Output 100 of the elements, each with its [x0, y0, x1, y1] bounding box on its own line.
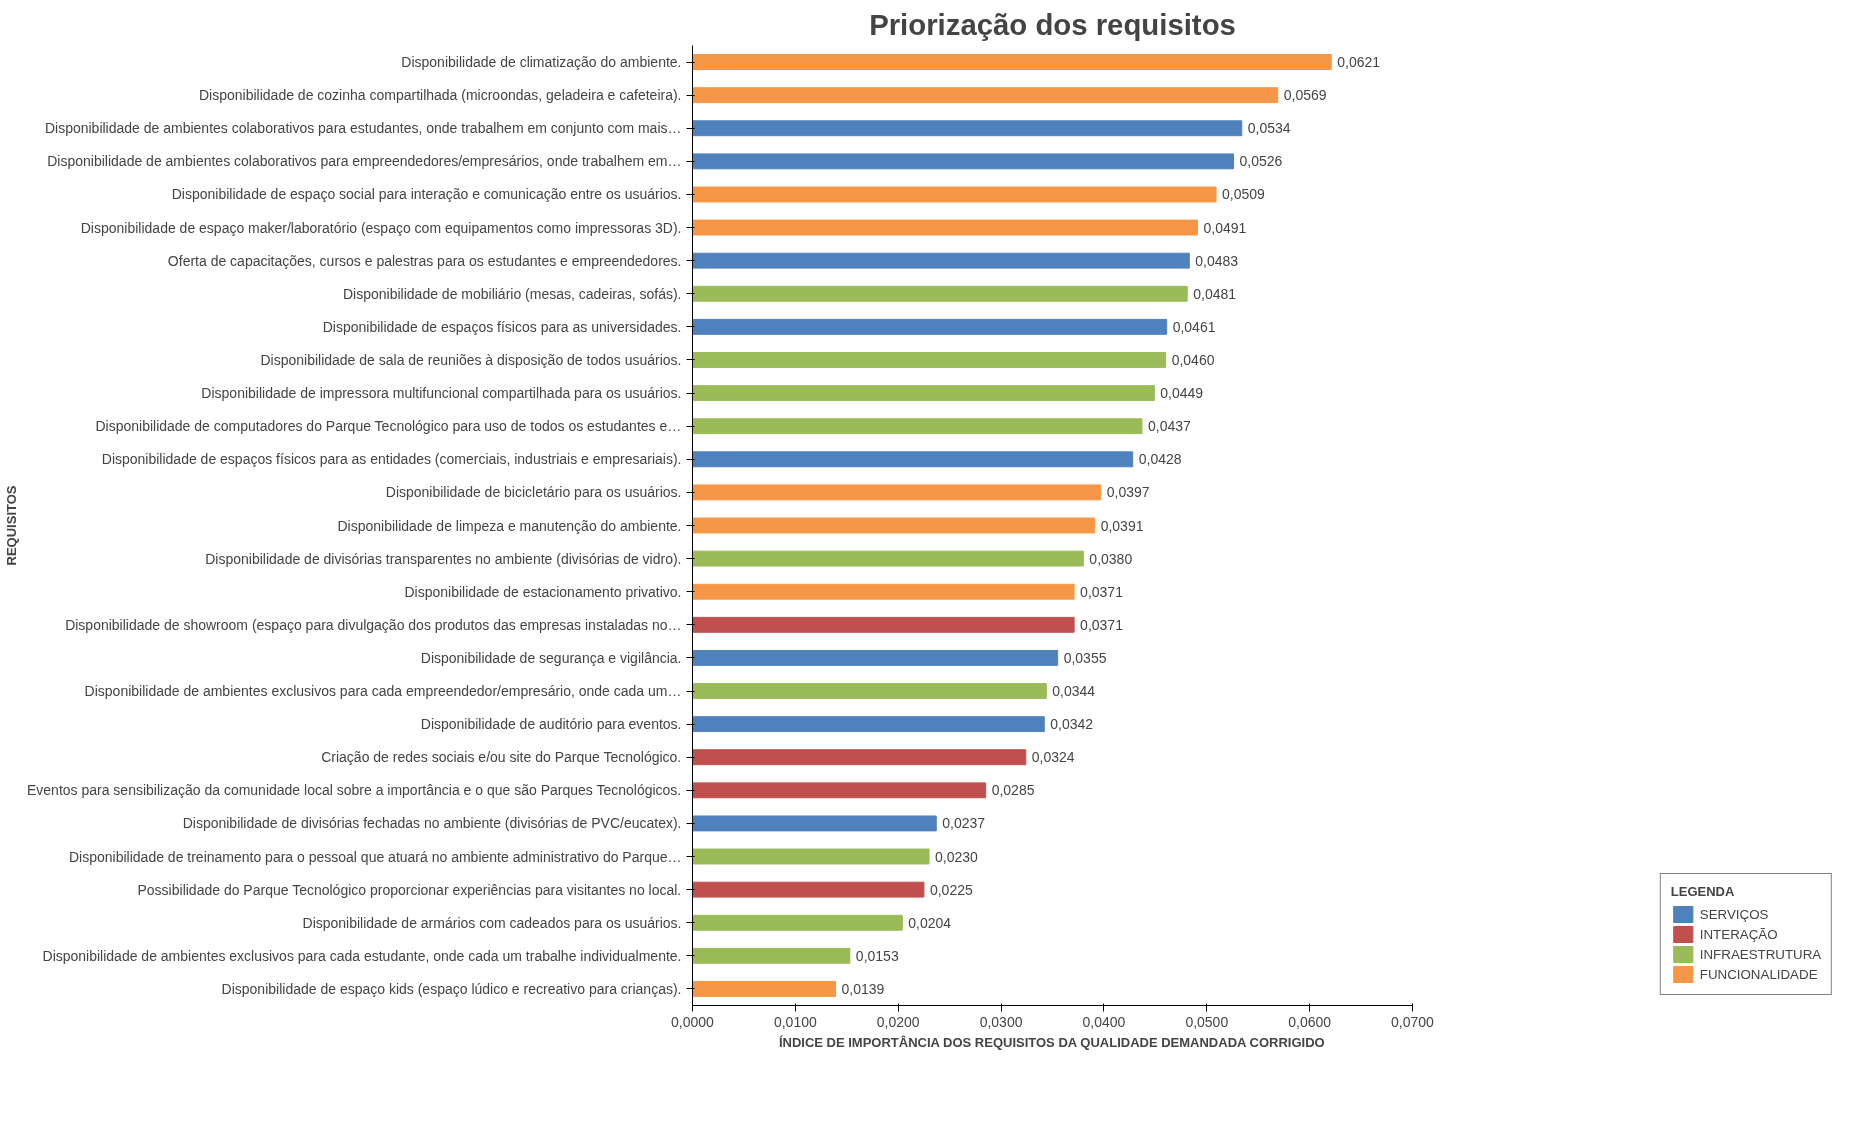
- y-tick-label: Disponibilidade de ambientes exclusivos para cada empreendedor/empresário, onde cada um…: [84, 683, 682, 700]
- bar: [692, 815, 937, 832]
- data-label: 0,0380: [1089, 550, 1133, 567]
- y-tick-label: Disponibilidade de computadores do Parque Tecnológico para uso de todos os estudantes e…: [95, 418, 682, 435]
- data-label: 0,0153: [855, 947, 899, 964]
- y-tick-label: Disponibilidade de cozinha compartilhada (microondas, geladeira e cafeteira).: [199, 87, 682, 104]
- data-label: 0,0371: [1080, 616, 1124, 633]
- data-label: 0,0355: [1063, 649, 1107, 666]
- bar: [692, 451, 1134, 468]
- data-label: 0,0483: [1195, 252, 1239, 269]
- bar: [692, 219, 1199, 236]
- y-tick-label: Disponibilidade de showroom (espaço para divulgação dos produtos das empresas instaladas no…: [65, 616, 682, 633]
- bar: [692, 517, 1096, 534]
- bar: [692, 914, 903, 931]
- legend-label: FUNCIONALIDADE: [1699, 966, 1818, 982]
- x-tick-label: 0,0100: [773, 1013, 817, 1030]
- data-label: 0,0449: [1160, 385, 1204, 402]
- bar: [692, 285, 1188, 302]
- bar: [692, 484, 1102, 501]
- y-tick-label: Disponibilidade de limpeza e manutenção do ambiente.: [337, 517, 682, 534]
- bar: [692, 550, 1084, 567]
- y-tick-label: Disponibilidade de divisórias transparentes no ambiente (divisórias de vidro).: [205, 550, 682, 567]
- bar: [692, 87, 1279, 104]
- bar: [692, 782, 987, 799]
- bar: [692, 616, 1075, 633]
- y-tick-label: Disponibilidade de armários com cadeados para os usuários.: [302, 914, 682, 931]
- y-tick-label: Disponibilidade de espaço social para interação e comunicação entre os usuários.: [171, 186, 682, 203]
- chart-title: Priorização dos requisitos: [869, 7, 1236, 41]
- y-tick-label: Eventos para sensibilização da comunidade local sobre a importância e o que são Parques Tecnológicos.: [26, 782, 682, 799]
- y-tick-label: Disponibilidade de ambientes colaborativos para empreendedores/empresários, onde trabalhem em…: [47, 153, 682, 170]
- bar: [692, 54, 1332, 70]
- y-tick-label: Disponibilidade de sala de reuniões à disposição de todos usuários.: [260, 351, 682, 368]
- legend-label: INTERAÇÃO: [1699, 926, 1778, 942]
- x-tick-label: 0,0700: [1391, 1013, 1435, 1030]
- data-label: 0,0534: [1247, 120, 1291, 137]
- data-label: 0,0491: [1203, 219, 1247, 236]
- data-label: 0,0342: [1050, 716, 1094, 733]
- x-tick-label: 0,0000: [671, 1013, 715, 1030]
- y-tick-label: Disponibilidade de ambientes colaborativos para estudantes, onde trabalhem em conjunto com mais…: [44, 120, 682, 137]
- bar: [692, 120, 1243, 137]
- data-label: 0,0139: [841, 980, 885, 997]
- y-tick-label: Disponibilidade de espaços físicos para as universidades.: [322, 318, 682, 335]
- bar: [692, 749, 1027, 766]
- bar: [692, 683, 1047, 699]
- y-tick-label: Disponibilidade de espaço maker/laboratório (espaço com equipamentos como impressoras 3D).: [80, 219, 682, 236]
- y-axis-title: REQUISITOS: [3, 485, 19, 566]
- y-tick-label: Disponibilidade de segurança e vigilância.: [420, 649, 682, 666]
- data-label: 0,0461: [1172, 318, 1216, 335]
- bar: [692, 418, 1143, 435]
- data-label: 0,0230: [935, 848, 979, 865]
- y-tick-label: Disponibilidade de treinamento para o pessoal que atuará no ambiente administrativo do Parque…: [69, 848, 682, 865]
- data-label: 0,0509: [1222, 186, 1266, 203]
- y-tick-label: Disponibilidade de mobiliário (mesas, cadeiras, sofás).: [343, 285, 682, 302]
- data-label: 0,0371: [1080, 583, 1124, 600]
- x-tick-label: 0,0400: [1082, 1013, 1126, 1030]
- data-label: 0,0344: [1052, 683, 1096, 700]
- x-tick-label: 0,0300: [979, 1013, 1023, 1030]
- y-tick-label: Criação de redes sociais e/ou site do Parque Tecnológico.: [321, 749, 682, 766]
- y-tick-label: Disponibilidade de espaços físicos para as entidades (comerciais, industriais e empresariais).: [101, 451, 682, 468]
- data-label: 0,0285: [991, 782, 1035, 799]
- data-label: 0,0460: [1171, 351, 1215, 368]
- data-label: 0,0437: [1147, 418, 1192, 435]
- bar: [692, 153, 1235, 170]
- data-label: 0,0526: [1239, 153, 1283, 170]
- data-label: 0,0397: [1106, 484, 1150, 501]
- legend-label: SERVIÇOS: [1699, 906, 1769, 922]
- y-tick-label: Oferta de capacitações, cursos e palestras para os estudantes e empreendedores.: [167, 252, 682, 269]
- legend-label: INFRAESTRUTURA: [1699, 946, 1822, 962]
- bar: [692, 981, 836, 997]
- y-tick-label: Disponibilidade de espaço kids (espaço lúdico e recreativo para crianças).: [221, 980, 682, 997]
- bar: [692, 848, 930, 865]
- x-tick-label: 0,0200: [876, 1013, 920, 1030]
- bar: [692, 318, 1168, 335]
- data-label: 0,0225: [929, 881, 973, 898]
- y-tick-label: Disponibilidade de bicicletário para os usuários.: [385, 484, 682, 501]
- x-axis-title: ÍNDICE DE IMPORTÂNCIA DOS REQUISITOS DA QUALIDADE DEMANDADA CORRIGIDO: [778, 1034, 1325, 1050]
- bar: [692, 881, 925, 898]
- data-label: 0,0621: [1337, 54, 1381, 71]
- data-label: 0,0204: [908, 914, 952, 931]
- bar: [692, 716, 1045, 733]
- y-tick-label: Disponibilidade de ambientes exclusivos para cada estudante, onde cada um trabalhe individualmente.: [42, 947, 682, 964]
- y-tick-label: Disponibilidade de climatização do ambiente.: [401, 54, 682, 71]
- data-label: 0,0237: [942, 815, 986, 832]
- y-tick-label: Disponibilidade de auditório para eventos.: [420, 716, 682, 733]
- bar: [692, 385, 1155, 402]
- bar: [692, 583, 1075, 600]
- y-tick-label: Disponibilidade de impressora multifuncional compartilhada para os usuários.: [201, 385, 682, 402]
- x-tick-label: 0,0500: [1185, 1013, 1229, 1030]
- bar: [692, 252, 1190, 269]
- data-label: 0,0428: [1138, 451, 1182, 468]
- x-tick-label: 0,0600: [1288, 1013, 1332, 1030]
- bar: [692, 947, 851, 964]
- data-label: 0,0569: [1283, 87, 1327, 104]
- y-tick-label: Disponibilidade de estacionamento privativo.: [404, 583, 682, 600]
- data-label: 0,0391: [1100, 517, 1144, 534]
- bar: [692, 352, 1167, 368]
- bar: [692, 649, 1059, 666]
- y-tick-label: Disponibilidade de divisórias fechadas no ambiente (divisórias de PVC/eucatex).: [182, 815, 682, 832]
- bar: [692, 186, 1217, 203]
- y-tick-label: Possibilidade do Parque Tecnológico proporcionar experiências para visitantes no local.: [137, 881, 682, 898]
